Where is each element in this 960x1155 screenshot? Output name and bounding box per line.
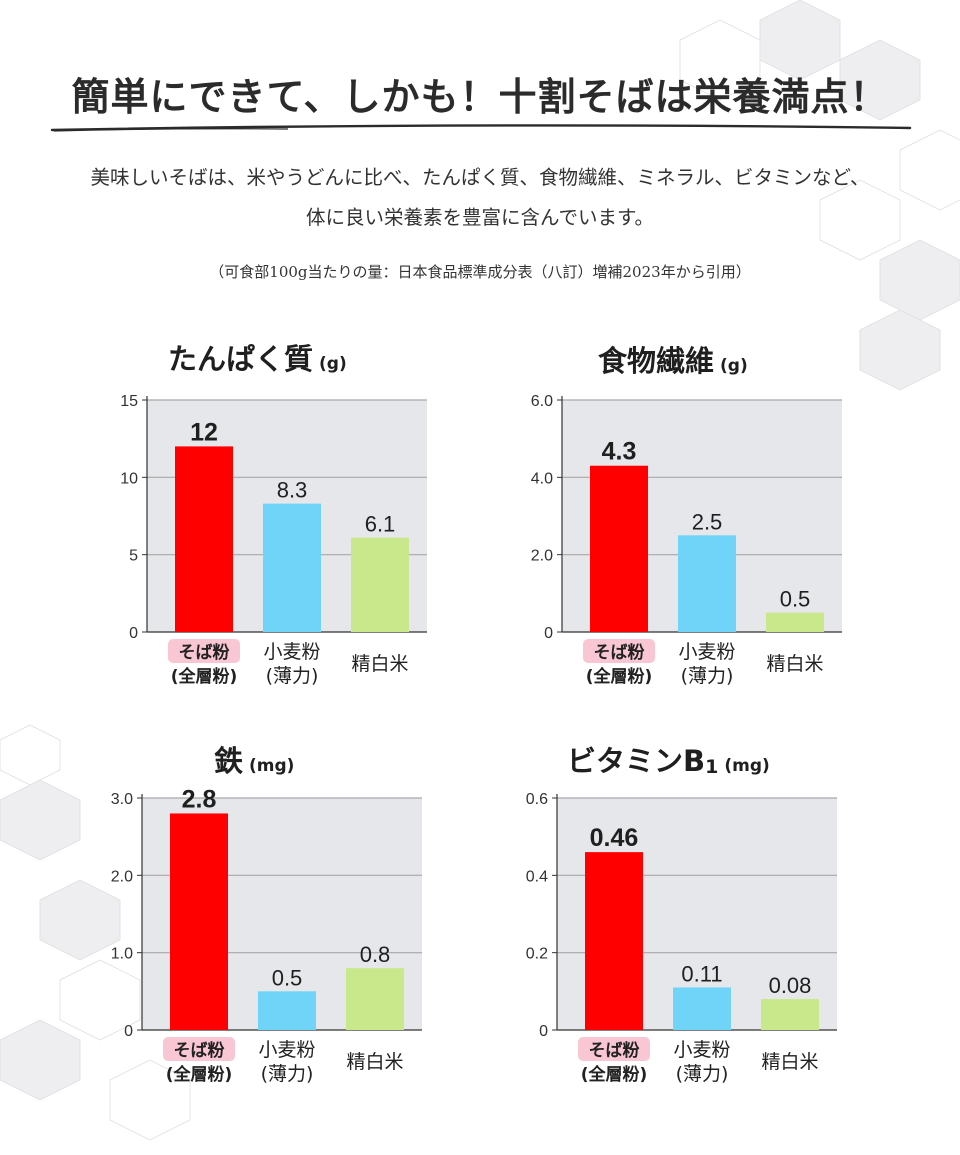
data-label-soba: 4.3 [602,438,637,466]
category-highlight [168,639,240,663]
y-tick-label: 0 [544,625,553,642]
y-tick-label: 15 [120,393,138,410]
y-tick-label: 4.0 [531,470,553,487]
bar-wheat [263,503,321,632]
chart-title-iron: 鉄 (mg) [214,738,294,780]
category-label-rice: 精白米 [766,653,823,675]
category-label-soba: (全層粉) [581,1064,648,1085]
data-label-rice: 6.1 [365,512,396,537]
vitamin-b1-bar-chart: 0 0.2 0.4 0.6 0.46 そば粉 (全層粉) 0.11 小麦粉(薄力) 0.08 精白米 [526,791,837,1085]
chart-title-protein: たんぱく質 (g) [168,336,347,378]
y-tick-label: 0.2 [526,946,548,963]
chart-unit: (mg) [249,756,295,776]
chart-title-text: たんぱく質 [168,342,314,376]
category-highlight [163,1037,235,1061]
y-tick-label: 0 [124,1023,133,1040]
bar-soba [585,852,643,1030]
bar-soba [590,465,648,632]
data-label-soba: 0.46 [590,824,639,852]
category-label-soba: (全層粉) [171,666,238,687]
bar-wheat [258,991,316,1030]
bar-rice [766,612,824,632]
data-label-wheat: 0.5 [272,965,303,990]
category-label-wheat: (薄力) [681,665,734,687]
category-label-wheat: 小麦粉 [263,641,320,663]
category-highlight [583,639,655,663]
data-label-rice: 0.08 [769,973,812,998]
iron-bar-chart: 0 1.0 2.0 3.0 2.8 そば粉 (全層粉) 0.5 小麦粉(薄力) 0.8 精白米 [111,785,422,1085]
category-highlight [578,1037,650,1061]
y-tick-label: 2.0 [111,868,133,885]
y-tick-label: 6.0 [531,393,553,410]
chart-title-text: ビタミンB [567,744,706,778]
y-tick-label: 2.0 [531,548,553,565]
y-tick-label: 5 [129,548,138,565]
chart-unit: (g) [319,354,347,374]
source-note: （可食部100g当たりの量：日本食品標準成分表（八訂）増補2023年から引用） [209,263,751,281]
bar-soba [170,813,228,1030]
chart-unit: (g) [720,356,748,376]
category-label-rice: 精白米 [761,1051,818,1073]
y-tick-label: 0.6 [526,791,548,808]
fiber-bar-chart: 0 2.0 4.0 6.0 4.3 そば粉 (全層粉) 2.5 小麦粉(薄力) 0.5 精白米 [531,393,842,687]
category-label-wheat: (薄力) [676,1063,729,1085]
y-tick-label: 10 [120,470,138,487]
data-label-rice: 0.5 [780,587,811,612]
bar-rice [346,968,404,1030]
heading-underline [50,124,912,132]
category-label-wheat: 小麦粉 [673,1039,730,1061]
data-label-rice: 0.8 [360,942,391,967]
category-label-wheat: 小麦粉 [678,641,735,663]
data-label-wheat: 0.11 [681,961,722,986]
page-heading: 簡単にできて、しかも！十割そばは栄養満点！ [71,74,889,119]
category-label-soba: そば粉 [589,1040,640,1061]
data-label-soba: 2.8 [182,785,217,813]
chart-title-subscript: 1 [705,756,719,778]
category-label-wheat: (薄力) [261,1063,314,1085]
category-label-soba: そば粉 [594,642,645,663]
data-label-wheat: 8.3 [277,478,308,503]
data-label-wheat: 2.5 [692,509,723,534]
category-label-wheat: 小麦粉 [258,1039,315,1061]
category-label-soba: (全層粉) [166,1064,233,1085]
category-label-rice: 精白米 [351,653,408,675]
data-label-soba: 12 [190,418,218,446]
y-tick-label: 0 [129,625,138,642]
lead-line-2: 体に良い栄養素を豊富に含んでいます。 [305,206,655,229]
y-tick-label: 3.0 [111,791,133,808]
chart-title-fiber: 食物繊維 (g) [598,338,748,380]
bar-soba [175,446,233,632]
category-label-soba: (全層粉) [586,666,653,687]
bar-wheat [673,987,731,1030]
bar-rice [761,999,819,1030]
chart-title-text: 食物繊維 [598,344,715,378]
category-label-rice: 精白米 [346,1051,403,1073]
y-tick-label: 0 [539,1023,548,1040]
protein-bar-chart: 0 5 10 15 12 そば粉 (全層粉) 8.3 小麦粉(薄力) 6.1 精白米 [120,393,427,687]
chart-title-vitamin-b1: ビタミンB1 (mg) [567,738,770,780]
bar-rice [351,537,409,632]
y-tick-label: 0.4 [526,868,548,885]
chart-unit: (mg) [724,756,770,776]
lead-line-1: 美味しいそばは、米やうどんに比べ、たんぱく質、食物繊維、ミネラル、ビタミンなど、 [90,166,870,189]
category-label-soba: そば粉 [174,1040,225,1061]
category-label-wheat: (薄力) [266,665,319,687]
bar-wheat [678,535,736,632]
y-tick-label: 1.0 [111,946,133,963]
chart-title-text: 鉄 [214,744,244,778]
lead-paragraph: 美味しいそばは、米やうどんに比べ、たんぱく質、食物繊維、ミネラル、ビタミンなど、… [0,158,960,238]
category-label-soba: そば粉 [179,642,230,663]
